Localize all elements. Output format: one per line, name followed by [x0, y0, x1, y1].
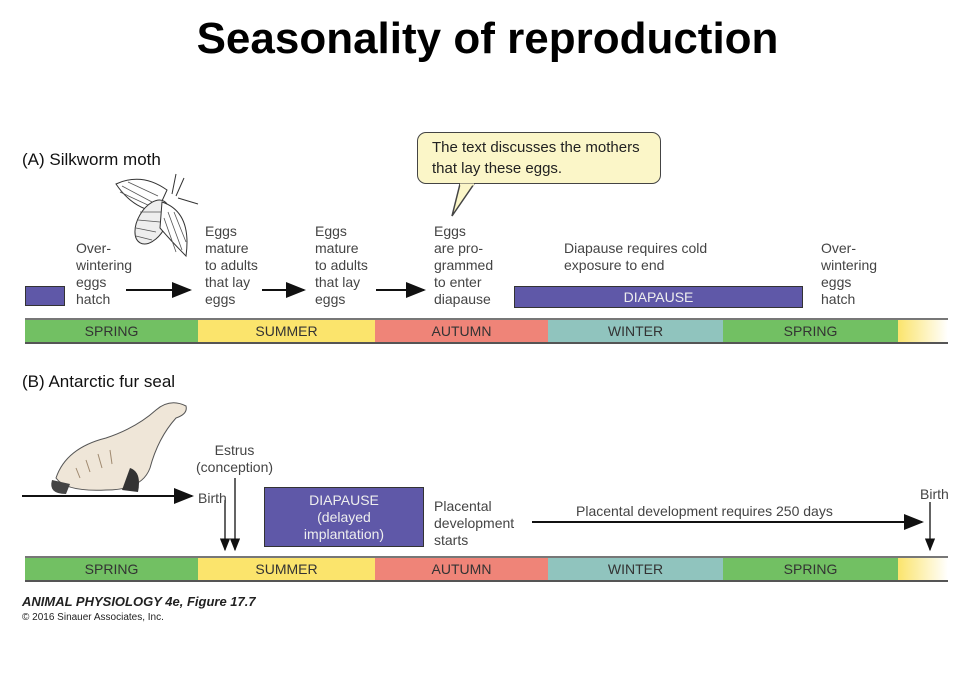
season-winter: WINTER [548, 558, 723, 580]
estrus-label: Estrus (conception) [196, 442, 274, 475]
diapause-note: Diapause requires cold exposure to end [564, 240, 708, 273]
placental-start-label: Placental development starts [434, 498, 515, 548]
slide-title: Seasonality of reproduction [196, 14, 779, 63]
copyright: © 2016 Sinauer Associates, Inc. [22, 612, 164, 623]
birth-end-label: Birth [920, 486, 949, 502]
placental-note: Placental development requires 250 days [576, 503, 833, 519]
season-summer-fade [898, 558, 948, 580]
silkworm-moth-illustration [115, 173, 199, 258]
fur-seal-illustration [51, 402, 187, 494]
diapause-bar-b: DIAPAUSE (delayed implantation) [264, 487, 424, 547]
season-summer-fade [898, 320, 948, 342]
season-autumn: AUTUMN [375, 320, 548, 342]
callout-text: The text discusses the mothers that lay … [417, 132, 661, 184]
season-bar-a: SPRING SUMMER AUTUMN WINTER SPRING [25, 318, 948, 344]
panel-b-heading: (B) Antarctic fur seal [22, 372, 176, 391]
season-spring: SPRING [25, 320, 198, 342]
diapause-bar-start [25, 286, 65, 306]
season-summer: SUMMER [198, 320, 375, 342]
season-spring-2: SPRING [723, 320, 898, 342]
panel-a-heading: (A) Silkworm moth [22, 150, 161, 169]
callout-pointer [451, 183, 475, 217]
step-eggs-mature-2: Eggs mature to adults that lay eggs [315, 223, 368, 307]
figure-credit: ANIMAL PHYSIOLOGY 4e, Figure 17.7 [22, 594, 256, 609]
end-overwintering-hatch: Over- wintering eggs hatch [821, 240, 878, 307]
step-eggs-mature-1: Eggs mature to adults that lay eggs [205, 223, 258, 307]
step-overwintering-hatch: Over- wintering eggs hatch [76, 240, 133, 307]
step-programmed-diapause: Eggs are pro- grammed to enter diapause [434, 223, 494, 307]
season-spring-2: SPRING [723, 558, 898, 580]
birth-label: Birth [198, 490, 227, 506]
season-spring: SPRING [25, 558, 198, 580]
season-summer: SUMMER [198, 558, 375, 580]
season-winter: WINTER [548, 320, 723, 342]
season-autumn: AUTUMN [375, 558, 548, 580]
diapause-bar-a: DIAPAUSE [514, 286, 803, 308]
season-bar-b: SPRING SUMMER AUTUMN WINTER SPRING [25, 556, 948, 582]
